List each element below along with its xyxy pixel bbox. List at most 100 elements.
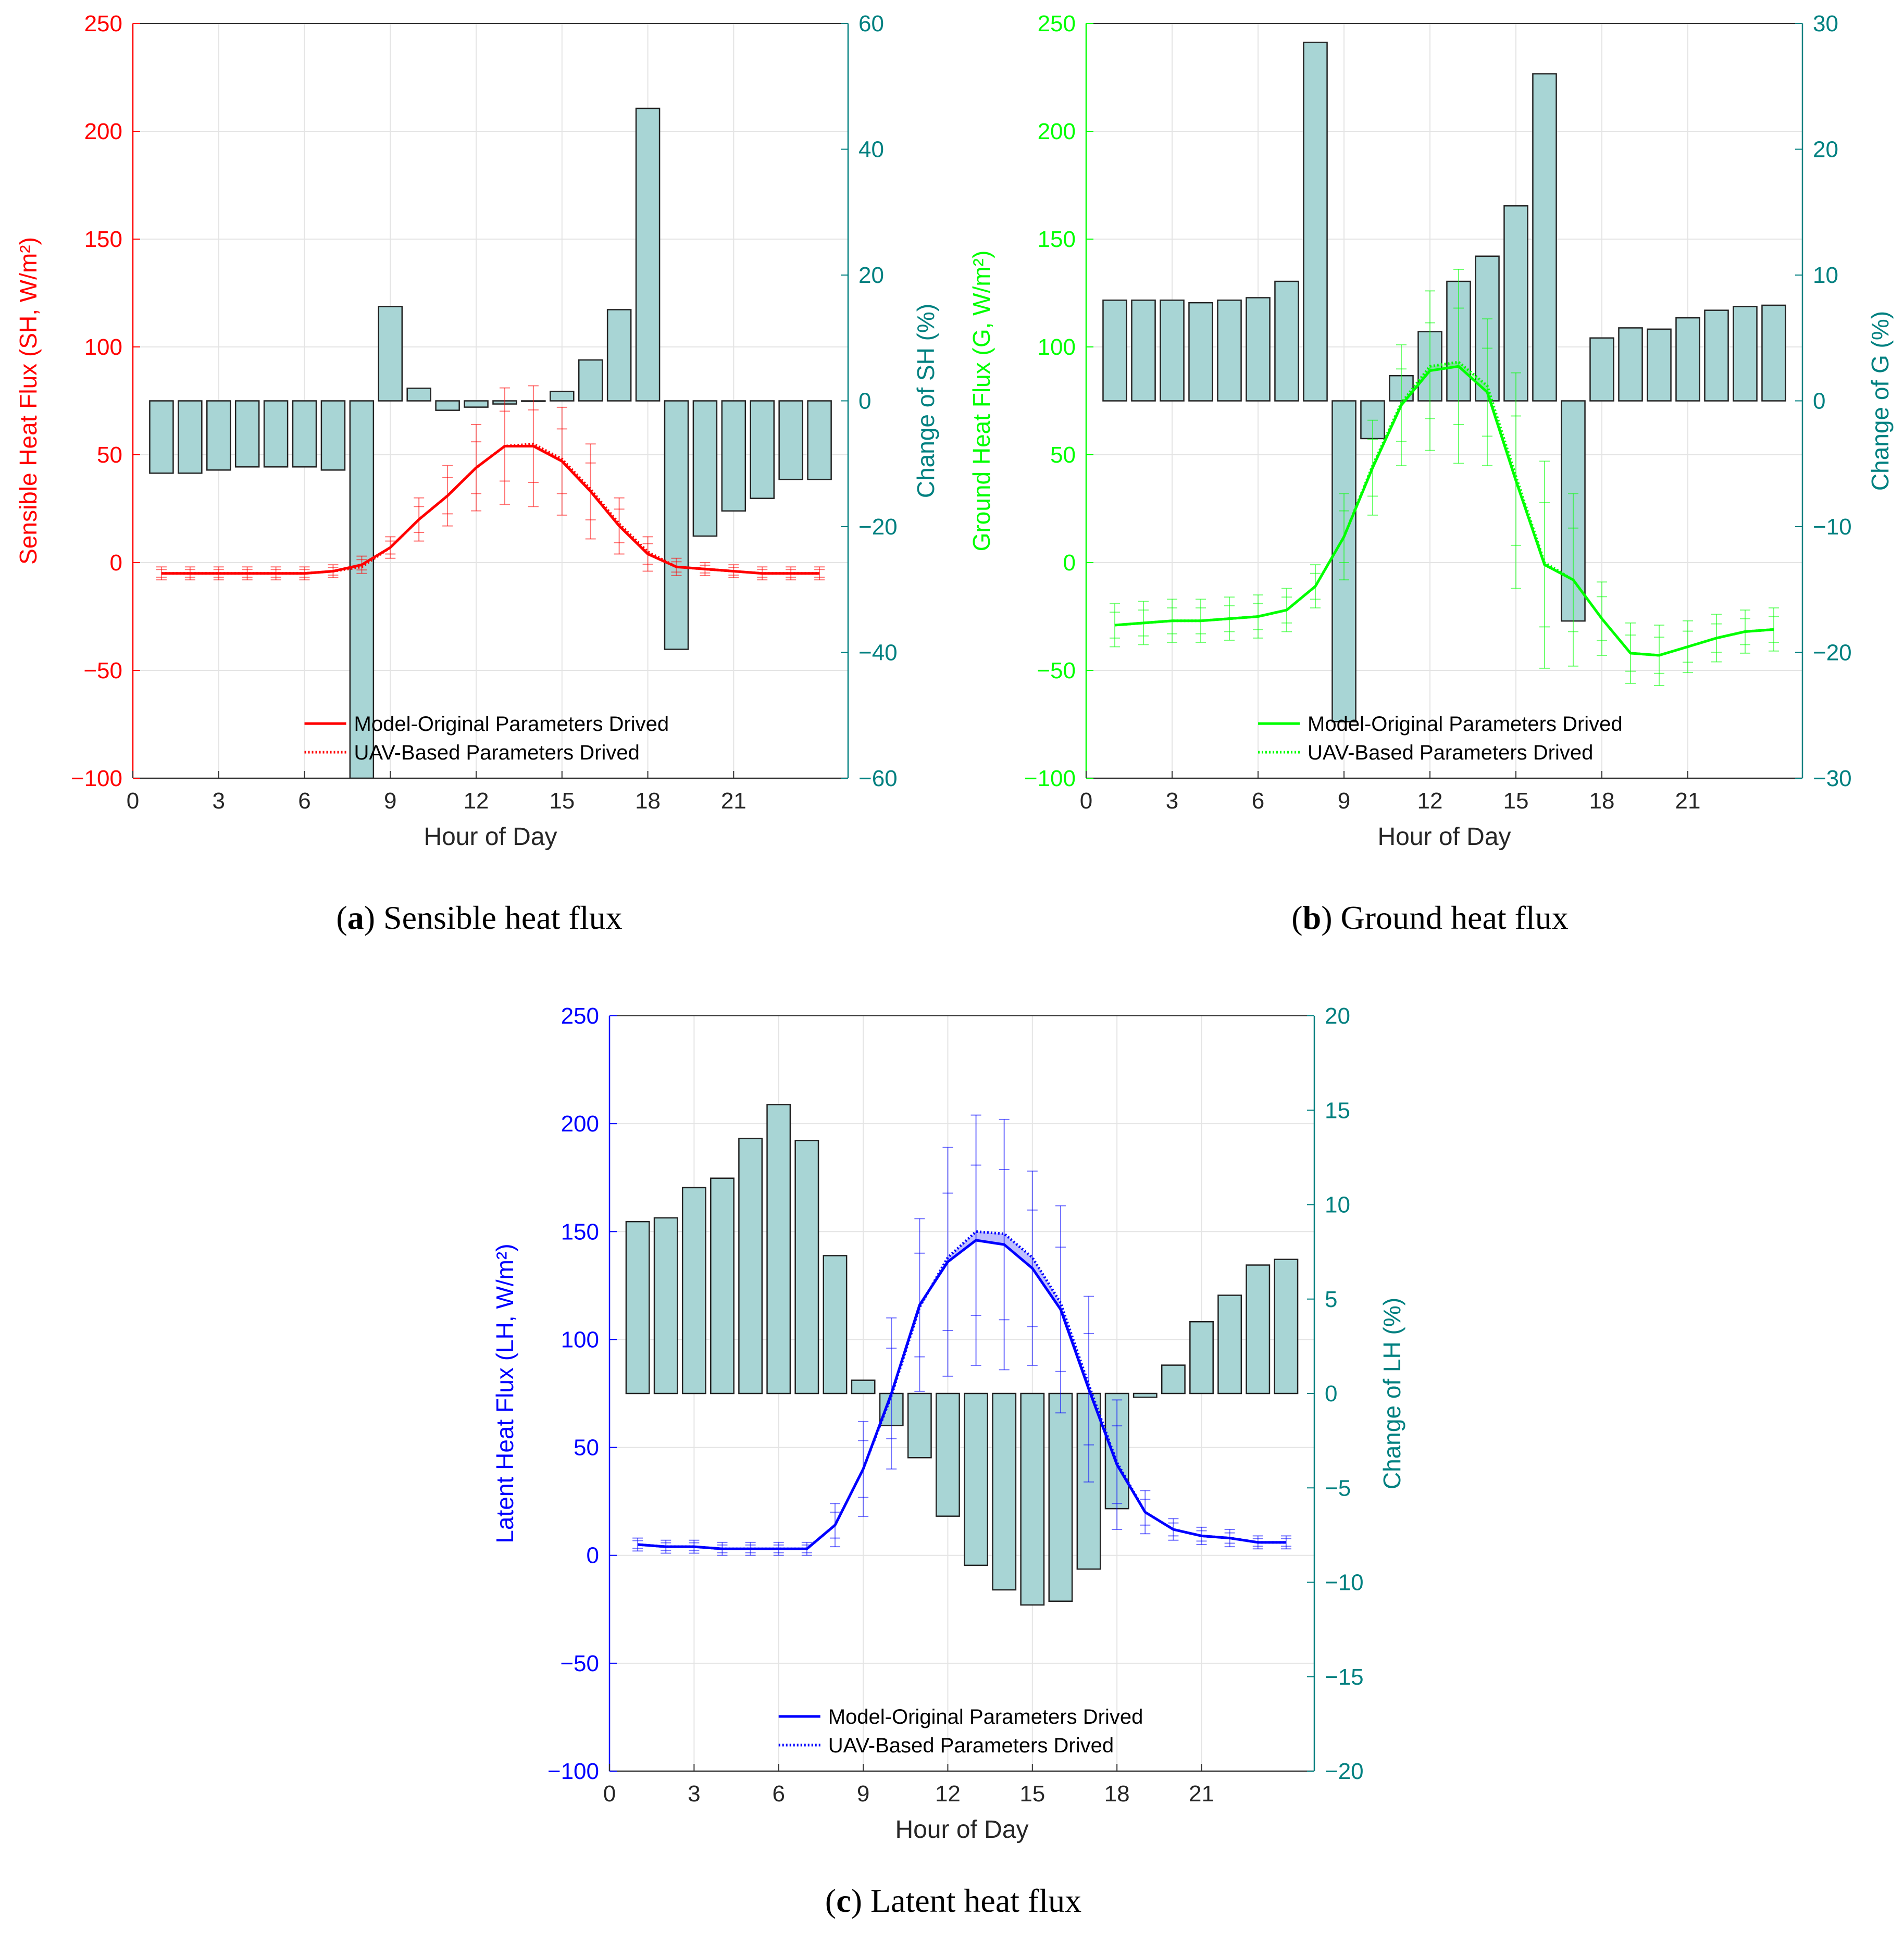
- change-bar: [550, 391, 575, 402]
- series-line-original: [637, 1239, 1286, 1550]
- legend-label: UAV-Based Parameters Drived: [354, 741, 640, 764]
- change-bar: [1217, 300, 1242, 402]
- x-tick-label: 18: [1589, 788, 1615, 814]
- change-bar: [1704, 309, 1729, 402]
- y-left-tick-label: 0: [587, 1543, 599, 1568]
- y-right-tick-label: 30: [1813, 11, 1838, 36]
- change-bar: [406, 388, 431, 402]
- x-axis-label: Hour of Day: [1377, 823, 1511, 851]
- x-tick-label: 12: [464, 788, 489, 814]
- x-tick-label: 3: [1166, 788, 1178, 814]
- change-bar: [578, 359, 603, 402]
- change-bar: [606, 309, 632, 402]
- series-line-original: [161, 444, 820, 575]
- change-bar: [1303, 41, 1328, 402]
- x-tick-label: 9: [1338, 788, 1350, 814]
- y-left-tick-label: 100: [84, 334, 122, 360]
- spread-band: [1115, 362, 1774, 656]
- y-right-tick-label: 0: [1813, 389, 1825, 414]
- x-tick-label: 6: [1252, 788, 1264, 814]
- change-bar: [681, 1187, 706, 1395]
- change-bar: [1246, 1264, 1271, 1395]
- change-bar: [292, 400, 317, 468]
- change-bar: [738, 1138, 763, 1395]
- spread-band: [638, 1231, 1286, 1549]
- y-right-tick-label: −20: [1325, 1759, 1364, 1784]
- y-left-tick-label: −50: [83, 658, 122, 683]
- change-bar: [234, 400, 260, 468]
- y-left-tick-label: −100: [71, 766, 122, 791]
- legend-label: Model-Original Parameters Drived: [354, 713, 669, 736]
- y-right-tick-label: 40: [858, 137, 884, 163]
- change-bar: [625, 1221, 650, 1395]
- y-left-tick-label: 100: [1038, 334, 1076, 360]
- y-right-tick-label: −40: [858, 640, 898, 666]
- y-left-tick-label: 150: [1038, 227, 1076, 252]
- y-left-tick-label: 50: [97, 442, 122, 468]
- change-bar: [1274, 280, 1299, 402]
- x-tick-label: 3: [688, 1781, 700, 1807]
- y-left-tick-label: 50: [1050, 442, 1076, 468]
- change-bar: [1761, 304, 1786, 402]
- y-right-tick-label: 20: [1325, 1003, 1350, 1029]
- x-tick-label: 12: [1417, 788, 1443, 814]
- change-bar: [1246, 297, 1271, 402]
- x-tick-label: 9: [384, 788, 396, 814]
- change-bar: [263, 400, 289, 468]
- y-left-tick-label: 150: [84, 227, 122, 252]
- x-axis-label: Hour of Day: [895, 1816, 1028, 1844]
- y-right-tick-label: 10: [1813, 263, 1838, 288]
- y-left-tick-label: −50: [560, 1651, 599, 1676]
- change-bar: [635, 107, 661, 402]
- change-bar: [907, 1392, 932, 1459]
- legend-label: Model-Original Parameters Drived: [1308, 713, 1623, 736]
- y-right-tick-label: 15: [1325, 1098, 1350, 1123]
- change-bar: [1532, 73, 1557, 402]
- change-bar: [1161, 1364, 1186, 1395]
- y-left-tick-label: 50: [574, 1435, 599, 1461]
- change-bar: [823, 1255, 848, 1395]
- y-left-tick-label: 0: [110, 550, 122, 576]
- x-tick-label: 3: [213, 788, 225, 814]
- caption-a: (a) Sensible heat flux: [336, 899, 623, 936]
- change-bar: [1589, 337, 1614, 402]
- change-bar: [766, 1104, 791, 1395]
- caption-c: (c) Latent heat flux: [825, 1882, 1082, 1919]
- change-bar: [178, 400, 203, 474]
- x-tick-label: 6: [772, 1781, 785, 1807]
- y-left-tick-label: 250: [1038, 11, 1076, 36]
- change-bar: [807, 400, 832, 480]
- change-bar: [378, 306, 403, 402]
- change-bar: [653, 1217, 678, 1395]
- change-bar: [1189, 1321, 1214, 1395]
- x-tick-label: 6: [298, 788, 310, 814]
- y-right-tick-label: −20: [858, 514, 898, 540]
- change-bar: [936, 1392, 960, 1517]
- y-right-tick-label: −5: [1325, 1475, 1351, 1501]
- y-right-tick-label: 0: [858, 389, 871, 414]
- x-tick-label: 0: [603, 1781, 616, 1807]
- change-bar: [1733, 306, 1758, 402]
- y-left-tick-label: 150: [561, 1219, 599, 1244]
- x-axis-label: Hour of Day: [424, 823, 557, 851]
- change-bar: [664, 400, 689, 650]
- chart-a: 0 3 6 9 12 15 18 21 Hour of Day −100 −50 0 50 100 150 2…: [15, 11, 939, 851]
- y-left-tick-label: −50: [1037, 658, 1076, 683]
- change-bar: [1647, 328, 1672, 402]
- change-bar: [992, 1392, 1017, 1591]
- series-line-uav: [637, 1230, 1286, 1550]
- x-tick-label: 18: [635, 788, 661, 814]
- y-right-axis-label: Change of SH (%): [912, 304, 939, 498]
- y-right-tick-label: −10: [1325, 1570, 1364, 1596]
- change-bar: [1131, 300, 1156, 402]
- change-bar: [710, 1177, 735, 1395]
- series-line-uav: [1114, 360, 1774, 657]
- y-right-tick-label: 60: [858, 11, 884, 36]
- y-right-tick-label: 20: [858, 263, 884, 288]
- x-tick-label: 21: [721, 788, 746, 814]
- legend-label: Model-Original Parameters Drived: [828, 1706, 1143, 1728]
- series-line-uav: [161, 442, 820, 575]
